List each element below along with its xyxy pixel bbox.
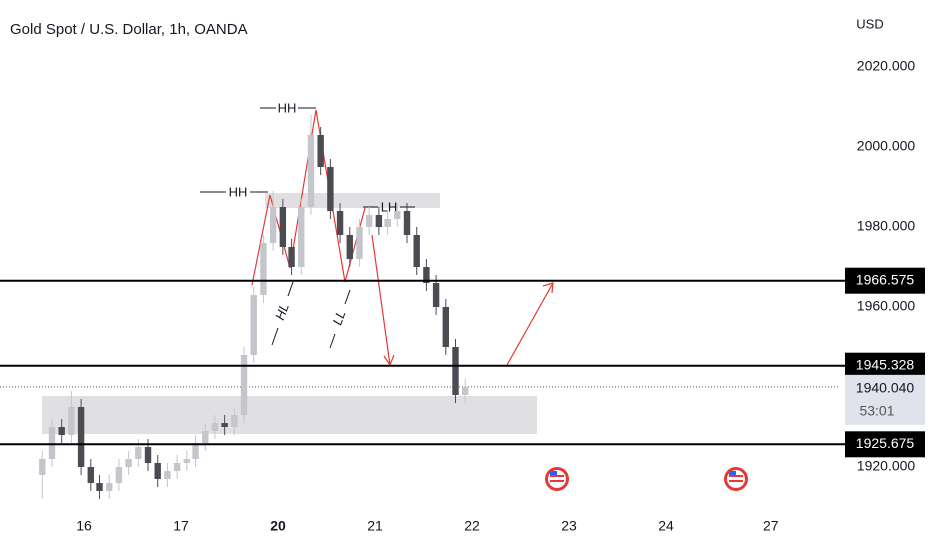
candle-body — [394, 211, 401, 219]
event-icon — [545, 467, 569, 491]
candle-body — [96, 483, 103, 491]
candle-body — [346, 235, 353, 259]
zone — [265, 193, 440, 208]
candle-body — [192, 443, 199, 459]
candle-body — [154, 463, 161, 479]
annotation: HL — [272, 301, 292, 322]
candle-body — [106, 483, 113, 491]
candle-body — [327, 167, 334, 211]
candle-body — [183, 459, 191, 463]
candle-body — [211, 423, 219, 431]
x-tick-label: 20 — [270, 518, 286, 534]
candle-body — [462, 387, 469, 395]
candle-body — [307, 135, 315, 207]
annotation: LL — [329, 308, 348, 327]
candle-body — [68, 407, 75, 435]
event-icon — [724, 467, 748, 491]
drawings — [251, 109, 554, 367]
x-tick-label: 22 — [464, 518, 480, 534]
candle-body — [413, 235, 420, 267]
candle-body — [48, 427, 56, 459]
x-tick-label: 27 — [763, 518, 779, 534]
level-label: 1925.675 — [856, 435, 915, 451]
candle-body — [442, 307, 450, 347]
level-label-box — [845, 267, 925, 294]
y-tick-label: 2000.000 — [857, 138, 916, 154]
y-tick-label: 1960.000 — [857, 298, 916, 314]
level-label: 1945.328 — [856, 356, 915, 372]
candle-body — [269, 207, 277, 243]
candle-body — [240, 355, 248, 415]
y-tick-label: 1920.000 — [857, 458, 916, 474]
candle-body — [135, 447, 142, 459]
candle-body — [115, 467, 123, 483]
candle-body — [298, 207, 305, 267]
candle-body — [144, 447, 152, 463]
candle-body — [77, 407, 85, 467]
zone — [42, 396, 537, 434]
candle-body — [221, 423, 228, 427]
candle-body — [173, 463, 181, 471]
annotation: HH — [229, 184, 248, 199]
candle-body — [288, 247, 295, 267]
annotation: LH — [381, 199, 398, 214]
candle-body — [231, 415, 238, 427]
candle-body — [87, 467, 94, 483]
countdown: 53:01 — [859, 403, 894, 419]
candle-body — [58, 427, 65, 435]
x-tick-label: 23 — [561, 518, 577, 534]
y-tick-label: 1980.000 — [857, 218, 916, 234]
x-tick-label: 21 — [367, 518, 383, 534]
candle-body — [452, 347, 459, 395]
x-tick-label: 16 — [76, 518, 92, 534]
candle-body — [125, 459, 132, 467]
candle-body — [317, 135, 324, 167]
price-label-box — [845, 374, 925, 425]
candle-body — [432, 283, 440, 307]
price-label: 1940.040 — [856, 380, 915, 396]
candle-body — [336, 211, 344, 235]
candle-body — [384, 219, 391, 227]
level-label-box — [845, 352, 925, 379]
y-axis-label: USD — [856, 16, 883, 31]
chart-title: Gold Spot / U.S. Dollar, 1h, OANDA — [10, 21, 248, 38]
candle-body — [365, 215, 373, 227]
candle-body — [260, 243, 267, 295]
candle-body — [403, 211, 411, 235]
candle-body — [164, 471, 171, 479]
annotation: HH — [278, 100, 297, 115]
level-label-box — [845, 431, 925, 458]
candle-body — [279, 207, 287, 247]
candle-body — [39, 459, 46, 475]
candle-body — [356, 227, 363, 259]
candle-body — [375, 215, 383, 227]
candle-body — [202, 431, 209, 443]
x-tick-label: 24 — [658, 518, 674, 534]
y-tick-label: 2020.000 — [857, 58, 916, 74]
candle-body — [250, 295, 257, 355]
level-label: 1966.575 — [856, 271, 915, 287]
x-tick-label: 17 — [173, 518, 189, 534]
candle-body — [423, 267, 430, 283]
